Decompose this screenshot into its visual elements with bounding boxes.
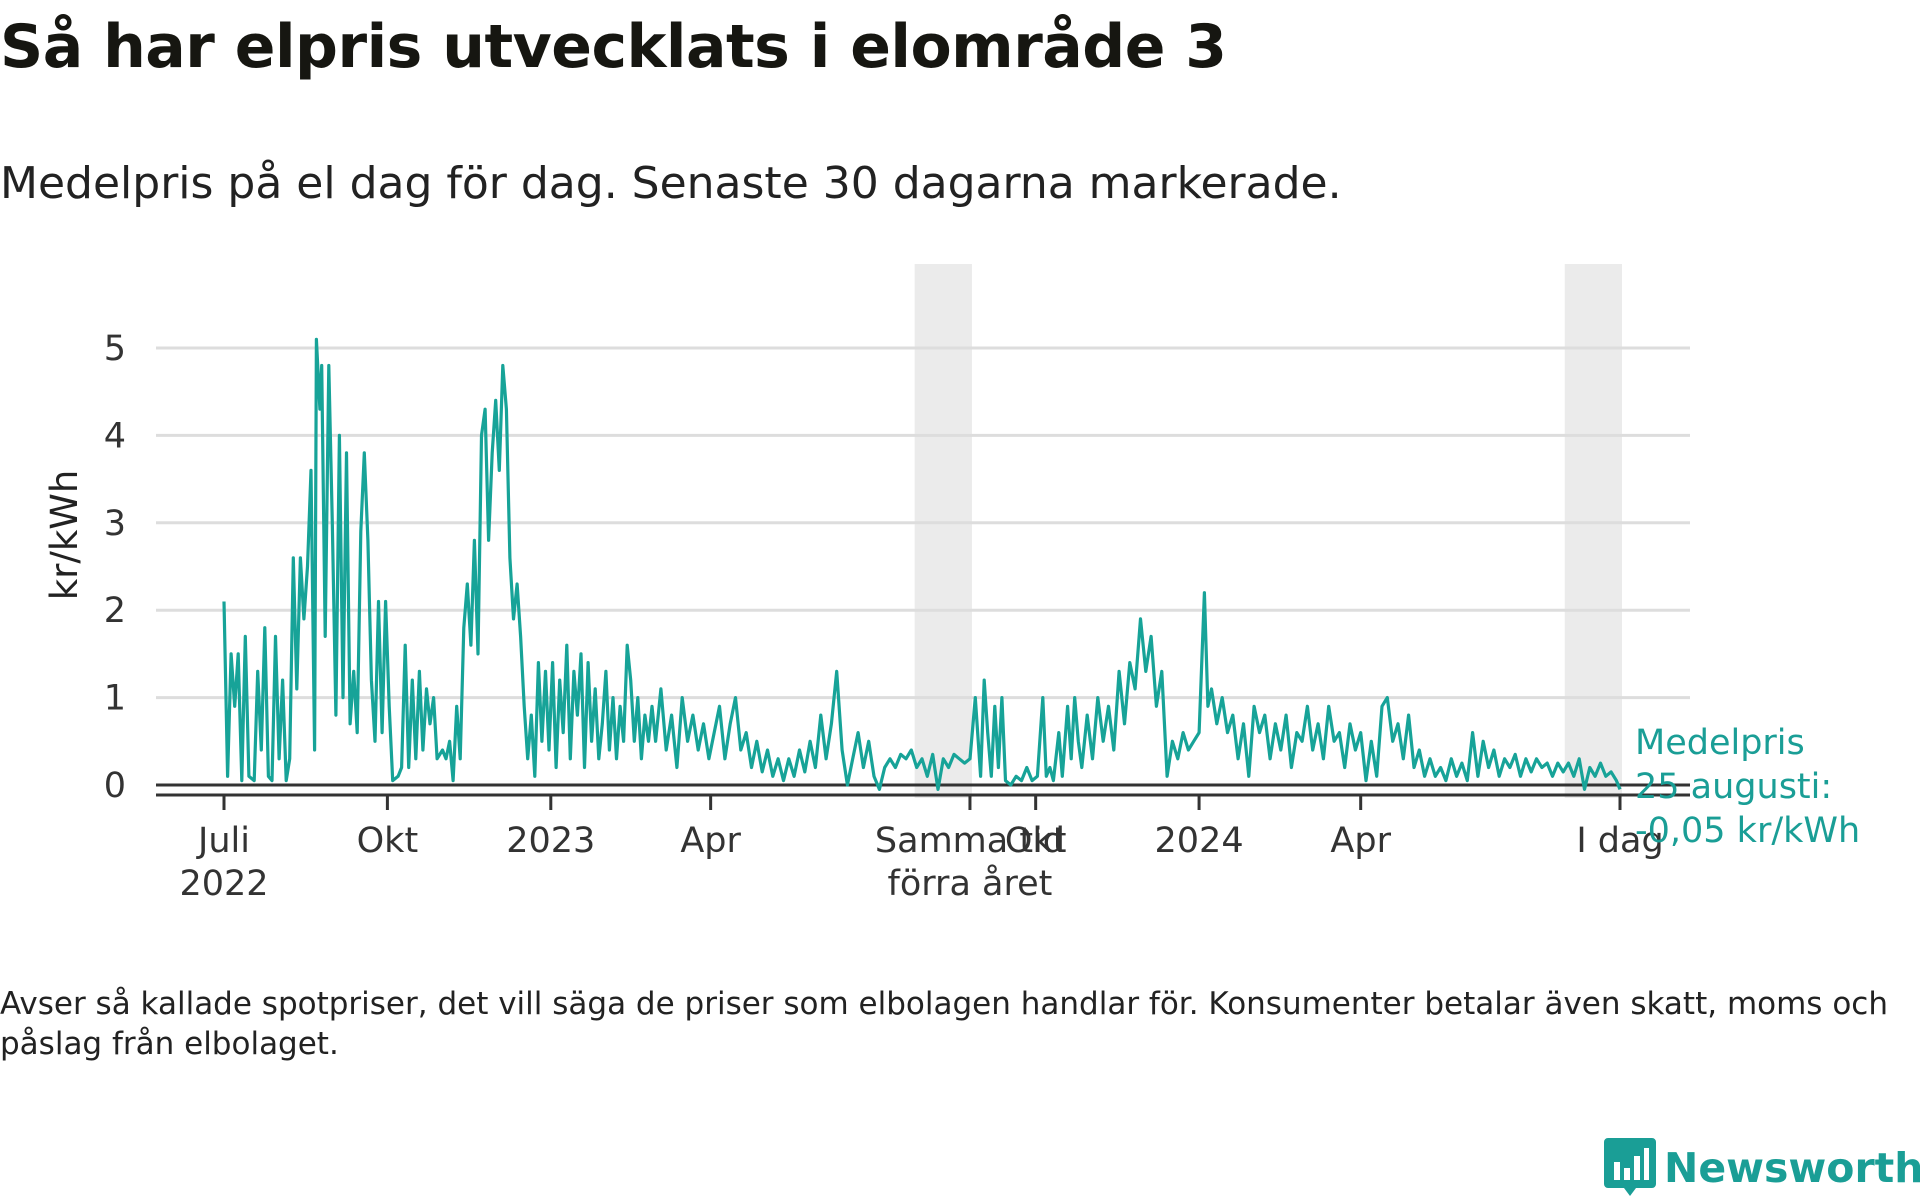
y-tick-5: 5 [104, 329, 126, 369]
x-tick-label-5-0: Okt [1005, 821, 1067, 861]
highlight-band-1 [1564, 264, 1622, 798]
newsworthy-logo: Newsworthy [1604, 1136, 1920, 1200]
x-tick-label-1-0: Okt [357, 821, 419, 861]
y-tick-4: 4 [104, 416, 126, 456]
x-tick-label-4-1: förra året [888, 863, 1053, 904]
footnote: Avser så kallade spotpriser, det vill sä… [0, 986, 1888, 1062]
annotation-line-2: -0,05 kr/kWh [1635, 811, 1860, 851]
x-tick-label-0-0: Juli [196, 821, 250, 861]
x-tick-label-0-1: 2022 [179, 864, 268, 904]
highlight-band-0 [914, 264, 972, 798]
y-tick-1: 1 [104, 679, 126, 719]
brand-name: Newsworthy [1664, 1144, 1920, 1192]
x-tick-label-7-0: Apr [1330, 821, 1391, 861]
x-tick-label-2-0: 2023 [506, 821, 595, 861]
chart-subtitle: Medelpris på el dag för dag. Senaste 30 … [0, 158, 1342, 209]
x-tick-label-6-0: 2024 [1155, 821, 1244, 861]
y-axis-label: kr/kWh [43, 470, 86, 601]
x-tick-label-8-0: I dag [1576, 821, 1663, 861]
price-series-line [222, 337, 1622, 791]
y-gridlines [156, 346, 1690, 700]
annotation-line-1: 25 augusti: [1635, 767, 1832, 807]
x-tick-label-4-0: Samma tid [875, 821, 1065, 861]
highlight-bands [914, 264, 1622, 798]
y-tick-0: 0 [104, 766, 126, 806]
y-tick-2: 2 [104, 591, 126, 631]
x-axis [156, 793, 1690, 810]
y-tick-labels: 0 1 2 3 4 5 [104, 329, 126, 806]
x-tick-label-3-0: Apr [680, 821, 741, 861]
y-tick-3: 3 [104, 504, 126, 544]
chart-title: Så har elpris utvecklats i elområde 3 [0, 12, 1227, 82]
bar-chart-icon [1604, 1138, 1656, 1196]
annotation-line-0: Medelpris [1635, 723, 1805, 763]
